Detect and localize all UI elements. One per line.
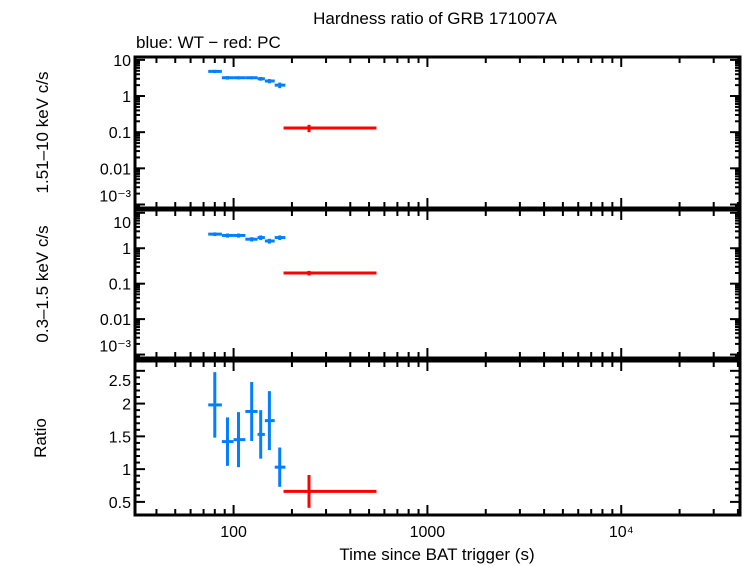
data-point-wt [221,417,234,466]
x-tick-label: 100 [220,524,247,541]
data-point-wt [264,391,275,451]
data-point-wt [245,381,258,441]
chart-subtitle: blue: WT − red: PC [136,33,281,52]
y-tick-label: 1.5 [109,429,131,446]
y-tick-label: 1 [122,89,131,106]
data-point-wt [257,410,265,459]
y-tick-label: 0.5 [109,495,131,512]
data-point-pc [283,475,377,508]
x-tick-label: 10⁴ [609,524,634,541]
data-point-wt [245,76,258,80]
data-point-wt [257,235,265,241]
y-axis-label: 1.51–10 keV c/s [33,72,52,194]
y-tick-label: 2 [122,397,131,414]
panel-frame [133,55,742,210]
data-point-wt [221,233,234,238]
data-point-pc [283,124,377,133]
y-tick-label: 1 [122,241,131,258]
data-point-wt [274,82,286,89]
data-point-wt [274,235,286,241]
y-tick-label: 2.5 [109,373,131,390]
x-tick-label: 1000 [410,524,446,541]
data-point-wt [233,76,246,80]
y-axis-label: 0.3–1.5 keV c/s [33,225,52,342]
panel-frame [133,359,742,517]
data-point-wt [208,372,222,438]
data-point-wt [257,77,265,81]
y-tick-label: 10⁻³ [99,188,131,205]
y-axis-label: Ratio [31,418,50,458]
y-tick-label: 10 [113,53,131,70]
chart-title: Hardness ratio of GRB 171007A [313,9,557,28]
data-point-wt [264,238,275,244]
x-axis-label: Time since BAT trigger (s) [339,545,534,564]
y-tick-label: 1 [122,462,131,479]
data-point-wt [208,69,222,74]
data-point-wt [221,76,234,80]
data-point-wt [208,232,222,237]
y-tick-label: 10⁻³ [99,339,131,356]
data-point-wt [264,79,275,84]
y-tick-label: 0.1 [109,277,131,294]
data-point-wt [233,233,246,238]
panel-frame [133,208,742,360]
y-tick-label: 0.01 [100,161,131,178]
data-point-wt [274,447,286,487]
y-tick-label: 0.1 [109,125,131,142]
y-tick-label: 0.01 [100,312,131,329]
data-point-wt [245,237,258,242]
data-point-pc [283,270,377,276]
data-point-wt [233,412,246,468]
y-tick-label: 10 [113,215,131,232]
